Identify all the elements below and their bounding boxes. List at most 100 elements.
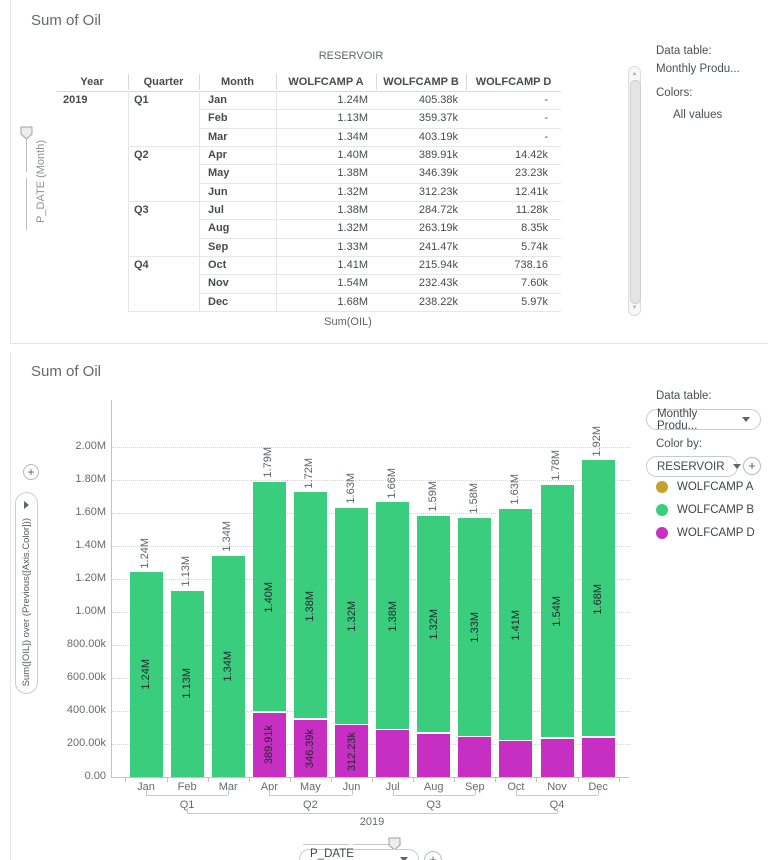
bar-segment[interactable] <box>499 741 533 777</box>
month-cell[interactable]: Jun <box>208 185 228 198</box>
x-zoom-slider-track[interactable] <box>353 844 401 845</box>
x-zoom-slider-track[interactable] <box>303 844 349 845</box>
value-cell[interactable]: 1.41M <box>337 258 368 271</box>
data-table-dropdown[interactable]: Monthly Produ... <box>646 408 761 432</box>
data-table-value[interactable]: Monthly Produ... <box>656 63 740 75</box>
value-cell[interactable]: 1.13M <box>337 112 368 125</box>
bar-segment[interactable] <box>581 460 615 737</box>
value-cell[interactable]: 232.43k <box>418 277 458 290</box>
row-axis-slider-track[interactable] <box>26 139 27 172</box>
month-cell[interactable]: Sep <box>208 240 229 253</box>
value-cell[interactable]: - <box>544 112 548 125</box>
row-axis-slider-track[interactable] <box>26 178 27 230</box>
bar-segment[interactable] <box>417 733 451 777</box>
legend-item[interactable]: WOLFCAMP A <box>656 479 753 495</box>
scrollbar-thumb[interactable] <box>630 80 641 304</box>
bar-segment[interactable] <box>376 502 410 729</box>
bar-segment[interactable] <box>540 484 574 738</box>
table-header-cell[interactable]: Month <box>221 76 254 88</box>
value-cell[interactable]: 284.72k <box>418 203 458 216</box>
colors-value[interactable]: All values <box>673 109 723 121</box>
color-by-dropdown[interactable]: RESERVOIR <box>646 456 741 477</box>
value-cell[interactable]: 1.54M <box>337 277 368 290</box>
bar-segment[interactable] <box>252 712 286 777</box>
value-cell[interactable]: 12.41k <box>514 185 548 198</box>
value-cell[interactable]: 738.16 <box>514 258 548 271</box>
value-cell[interactable]: 346.39k <box>418 167 458 180</box>
month-cell[interactable]: Jul <box>208 203 224 216</box>
value-cell[interactable]: 1.68M <box>337 295 368 308</box>
value-cell[interactable]: 359.37k <box>418 112 458 125</box>
value-cell[interactable]: 215.94k <box>418 258 458 271</box>
month-cell[interactable]: May <box>208 167 230 180</box>
table-header-cell[interactable]: Quarter <box>143 76 184 88</box>
bar-segment[interactable] <box>211 555 245 777</box>
value-cell[interactable]: 241.47k <box>418 240 458 253</box>
value-cell[interactable]: 263.19k <box>418 222 458 235</box>
quarter-cell[interactable]: Q4 <box>134 258 149 271</box>
value-cell[interactable]: 5.74k <box>521 240 548 253</box>
x-axis-add-button[interactable]: + <box>424 851 442 860</box>
value-cell[interactable]: 8.35k <box>521 222 548 235</box>
value-cell[interactable]: 389.91k <box>418 148 458 161</box>
year-cell[interactable]: 2019 <box>63 94 88 106</box>
x-axis-selector[interactable]: P_DATE (Month) <box>299 848 419 860</box>
bar-segment[interactable] <box>499 508 533 740</box>
legend-item[interactable]: WOLFCAMP B <box>656 502 754 518</box>
value-cell[interactable]: 5.97k <box>521 295 548 308</box>
bar-segment[interactable] <box>335 507 368 724</box>
table-header-cell[interactable]: WOLFCAMP D <box>475 76 552 88</box>
bar-segment[interactable] <box>129 572 163 777</box>
value-cell[interactable]: 403.19k <box>418 130 458 143</box>
value-cell[interactable]: 1.24M <box>337 94 368 106</box>
value-cell[interactable]: 405.38k <box>418 94 458 106</box>
bar-segment[interactable] <box>417 515 451 733</box>
value-cell[interactable]: 23.23k <box>514 167 548 180</box>
month-cell[interactable]: Oct <box>208 258 227 271</box>
table-scrollbar[interactable]: ▲ ▼ <box>628 66 641 316</box>
value-cell[interactable]: 312.23k <box>418 185 458 198</box>
month-cell[interactable]: Aug <box>208 222 230 235</box>
x-zoom-slider-handle[interactable] <box>388 837 402 851</box>
bar-segment[interactable] <box>458 517 492 736</box>
table-header-cell[interactable]: WOLFCAMP A <box>288 76 364 88</box>
bar-segment[interactable] <box>540 738 574 777</box>
value-cell[interactable]: 1.34M <box>337 130 368 143</box>
month-cell[interactable]: Jan <box>208 94 227 106</box>
value-cell[interactable]: - <box>544 130 548 143</box>
row-axis-selector[interactable]: P_DATE (Month) <box>35 140 47 223</box>
month-cell[interactable]: Mar <box>208 130 228 143</box>
value-cell[interactable]: 1.32M <box>337 222 368 235</box>
table-header-cell[interactable]: Year <box>80 76 104 88</box>
value-cell[interactable]: 1.38M <box>337 167 368 180</box>
quarter-cell[interactable]: Q2 <box>134 148 149 161</box>
bar-segment[interactable] <box>458 737 492 777</box>
bar-segment[interactable] <box>581 737 615 777</box>
value-cell[interactable]: 14.42k <box>514 148 548 161</box>
table-header-cell[interactable]: WOLFCAMP B <box>383 76 459 88</box>
value-cell[interactable]: - <box>544 94 548 106</box>
scroll-up-icon[interactable]: ▲ <box>631 71 638 77</box>
bar-segment[interactable] <box>335 725 368 777</box>
bar-segment[interactable] <box>252 481 286 712</box>
month-cell[interactable]: Apr <box>208 148 227 161</box>
value-cell[interactable]: 1.32M <box>337 185 368 198</box>
month-cell[interactable]: Nov <box>208 277 229 290</box>
bar-segment[interactable] <box>170 590 204 777</box>
bar-segment[interactable] <box>293 492 327 719</box>
value-cell[interactable]: 1.33M <box>337 240 368 253</box>
quarter-cell[interactable]: Q1 <box>134 94 149 106</box>
value-cell[interactable]: 7.60k <box>521 277 548 290</box>
month-cell[interactable]: Feb <box>208 112 228 125</box>
color-by-add-button[interactable]: + <box>743 457 761 475</box>
value-cell[interactable]: 1.40M <box>337 148 368 161</box>
legend-item[interactable]: WOLFCAMP D <box>656 525 755 541</box>
value-cell[interactable]: 1.38M <box>337 203 368 216</box>
y-axis-selector[interactable]: Sum([OIL]) over (Previous([Axis.Color])) <box>15 492 38 694</box>
value-cell[interactable]: 238.22k <box>418 295 458 308</box>
scroll-down-icon[interactable]: ▼ <box>631 305 638 311</box>
measure-axis-selector[interactable]: Sum(OIL) <box>324 316 372 328</box>
bar-segment[interactable] <box>293 719 327 777</box>
value-cell[interactable]: 11.28k <box>515 203 548 216</box>
month-cell[interactable]: Dec <box>208 295 229 308</box>
